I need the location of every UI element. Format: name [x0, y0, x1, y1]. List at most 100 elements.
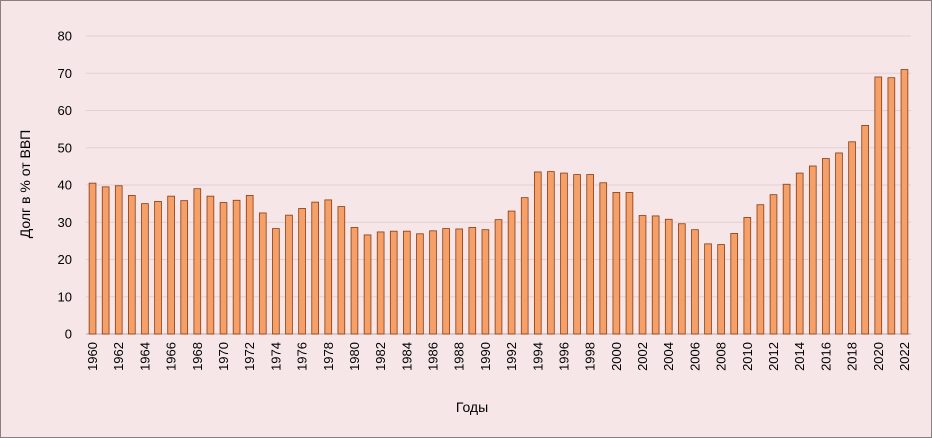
bar-1998 — [586, 174, 594, 335]
x-tick-label: 2008 — [714, 342, 729, 371]
x-tick-label: 2016 — [818, 342, 833, 371]
x-tick-label: 1962 — [111, 342, 126, 371]
bar-1976 — [298, 208, 306, 335]
y-tick-label: 0 — [65, 327, 72, 342]
y-axis-title: Долг в % от ВВП — [17, 130, 33, 238]
bar-1974 — [272, 228, 280, 335]
bar-1979 — [337, 206, 346, 335]
bar-2006 — [691, 229, 699, 335]
bar-1983 — [389, 230, 398, 335]
bar-2009 — [730, 233, 739, 335]
bar-1990 — [481, 229, 490, 335]
x-tick-label: 1988 — [452, 342, 467, 371]
bar-1969 — [206, 195, 215, 335]
x-tick-label: 2000 — [609, 342, 624, 371]
bar-1967 — [180, 200, 189, 335]
x-tick-label: 1992 — [504, 342, 519, 371]
x-tick-label: 1976 — [295, 342, 310, 371]
x-tick-label: 1998 — [583, 342, 598, 371]
bars — [88, 69, 909, 335]
x-tick-label: 2012 — [766, 342, 781, 371]
bar-2002 — [638, 215, 647, 335]
x-tick-label: 2018 — [845, 342, 860, 371]
x-axis: 1960 1962 1964 1966 1968 1970 1972 1974 1976 1978… — [85, 342, 912, 371]
bar-1963 — [128, 195, 136, 335]
bar-1960 — [88, 182, 97, 335]
x-tick-label: 1980 — [347, 342, 362, 371]
x-tick-label: 1970 — [216, 342, 231, 371]
bar-1978 — [324, 199, 333, 335]
x-tick-label: 1960 — [85, 342, 100, 371]
bar-2018 — [848, 141, 856, 335]
x-tick-label: 2010 — [740, 342, 755, 371]
bar-2011 — [756, 204, 765, 335]
bar-1982 — [376, 231, 385, 335]
bar-1985 — [416, 233, 424, 335]
y-tick-label: 50 — [58, 140, 72, 155]
bar-1984 — [403, 230, 411, 335]
x-tick-label: 2022 — [897, 342, 912, 371]
bar-2014 — [795, 172, 804, 335]
y-tick-label: 60 — [58, 103, 72, 118]
bar-1970 — [219, 202, 228, 335]
bar-2017 — [835, 152, 843, 335]
bar-1997 — [573, 174, 581, 335]
bar-1992 — [507, 210, 516, 335]
y-tick-label: 20 — [58, 252, 72, 267]
bar-1980 — [350, 227, 359, 335]
x-tick-label: 1996 — [556, 342, 571, 371]
y-tick-label: 80 — [58, 29, 72, 44]
bar-2003 — [651, 215, 660, 335]
x-tick-label: 1978 — [321, 342, 336, 371]
bar-2004 — [664, 218, 673, 335]
x-tick-label: 1982 — [373, 342, 388, 371]
x-tick-label: 1984 — [399, 342, 414, 371]
bar-2007 — [704, 243, 712, 335]
bar-2010 — [743, 217, 752, 335]
bar-2015 — [808, 165, 817, 335]
bar-1993 — [520, 197, 529, 335]
bar-1973 — [258, 212, 267, 335]
bar-1971 — [232, 199, 241, 335]
x-tick-label: 1994 — [530, 342, 545, 371]
bar-1964 — [141, 203, 149, 335]
x-tick-label: 2014 — [792, 342, 807, 371]
bar-2005 — [678, 223, 686, 335]
x-tick-label: 2004 — [661, 342, 676, 371]
x-tick-label: 1986 — [426, 342, 441, 371]
bar-1991 — [494, 219, 503, 335]
bar-2020 — [874, 76, 883, 335]
bar-1961 — [101, 186, 110, 335]
bar-1986 — [429, 230, 437, 335]
bar-1999 — [599, 182, 608, 335]
bar-1989 — [468, 227, 477, 335]
x-tick-label: 1974 — [268, 342, 283, 371]
x-tick-label: 2002 — [635, 342, 650, 371]
y-tick-label: 30 — [58, 215, 72, 230]
bar-1981 — [363, 234, 372, 335]
bar-1965 — [154, 200, 162, 335]
bar-2012 — [769, 194, 778, 335]
x-axis-title: Годы — [456, 399, 488, 415]
bar-1972 — [245, 195, 254, 335]
bar-1977 — [311, 201, 319, 335]
x-tick-label: 1972 — [242, 342, 257, 371]
bar-1995 — [547, 171, 555, 335]
x-tick-label: 2006 — [687, 342, 702, 371]
bar-1987 — [442, 228, 450, 335]
x-tick-label: 2020 — [871, 342, 886, 371]
bar-1962 — [114, 185, 123, 335]
x-tick-label: 1966 — [164, 342, 179, 371]
bar-1975 — [285, 214, 293, 335]
bar-1988 — [455, 228, 464, 335]
y-tick-label: 10 — [58, 289, 72, 304]
y-tick-label: 70 — [58, 66, 72, 81]
bar-1994 — [533, 171, 542, 335]
bar-2008 — [717, 244, 725, 335]
bar-1966 — [167, 195, 175, 335]
y-axis: 0 10 20 30 40 50 60 70 80 — [58, 29, 72, 342]
bar-2000 — [612, 192, 621, 335]
bar-2016 — [822, 158, 830, 335]
